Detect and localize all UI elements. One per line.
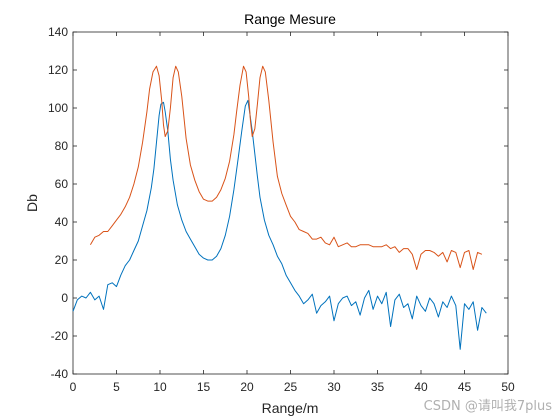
- y-tick-label: 100: [48, 101, 68, 115]
- x-tick-label: 45: [458, 380, 472, 394]
- x-tick-label: 5: [113, 380, 120, 394]
- plot-area: [72, 31, 509, 375]
- watermark: CSDN @请叫我7plus: [423, 399, 552, 414]
- x-tick-label: 35: [371, 380, 385, 394]
- y-axis-label: Db: [24, 194, 40, 212]
- x-tick-label: 40: [414, 380, 428, 394]
- y-tick-label: 0: [61, 291, 68, 305]
- x-tick-label: 0: [70, 380, 77, 394]
- x-tick-label: 50: [501, 380, 515, 394]
- y-tick-label: 60: [55, 177, 69, 191]
- x-tick-label: 10: [153, 380, 167, 394]
- series-layer: [72, 65, 487, 350]
- axes: 0 5 10 15 20 25 30 35 40 45 50 -40 -20 0 20 40 60 80 100 12…: [48, 25, 515, 394]
- y-tick-label: 120: [48, 63, 68, 77]
- x-tick-label: 30: [327, 380, 341, 394]
- x-tick-label: 15: [197, 380, 211, 394]
- x-axis-label: Range/m: [262, 400, 319, 416]
- y-tick-label: -40: [51, 367, 69, 381]
- y-tick-label: 140: [48, 25, 68, 39]
- x-tick-label: 25: [284, 380, 298, 394]
- series-line-1: [72, 99, 487, 350]
- y-tick-label: 40: [55, 215, 69, 229]
- x-tick-label: 20: [240, 380, 254, 394]
- chart-title: Range Mesure: [244, 11, 336, 27]
- y-tick-label: 80: [55, 139, 69, 153]
- series-line-2: [89, 65, 483, 270]
- y-tick-label: 20: [55, 253, 69, 267]
- y-tick-label: -20: [51, 329, 69, 343]
